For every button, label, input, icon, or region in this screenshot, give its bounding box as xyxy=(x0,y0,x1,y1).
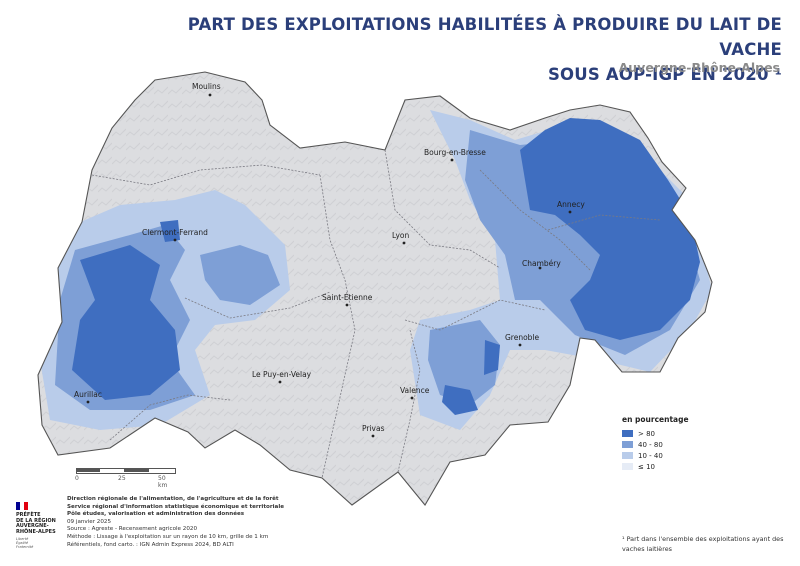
city-saint-etienne: Saint-Étienne xyxy=(322,293,373,307)
scale-bar-segment xyxy=(124,468,149,472)
legend-swatch xyxy=(622,441,633,448)
city-label-privas: Privas xyxy=(362,424,385,433)
scale-label-50: 50 km xyxy=(158,475,168,489)
title-line-2: SOUS AOP-IGP EN 2020 ¹ xyxy=(547,65,782,84)
zone-dark-puy xyxy=(160,220,180,242)
credits-source: Source : Agreste - Recensement agricole … xyxy=(67,526,198,533)
legend-label: 40 - 80 xyxy=(638,440,663,449)
legend-item: 10 - 40 xyxy=(622,450,689,461)
legend-item: 40 - 80 xyxy=(622,439,689,450)
credits-refs: Référentiels, fond carto. : IGN Admin Ex… xyxy=(67,541,234,548)
city-label-le-puy: Le Puy-en-Velay xyxy=(252,370,312,379)
scale-label-0: 0 xyxy=(75,475,79,482)
zone-dark-vercors-south xyxy=(442,385,478,415)
credits-method: Méthode : Lissage à l'exploitation sur u… xyxy=(67,533,269,540)
city-label-chambery: Chambéry xyxy=(522,259,561,268)
credits-date: 09 janvier 2025 xyxy=(67,518,112,525)
legend-swatch xyxy=(622,430,633,437)
city-aurillac: Aurillac xyxy=(74,390,102,404)
department-borders xyxy=(91,149,661,479)
zone-dark-chartreuse xyxy=(484,340,500,375)
legend: en pourcentage > 80 40 - 80 10 - 40 ≤ 10 xyxy=(622,415,689,472)
city-label-valence: Valence xyxy=(400,386,430,395)
city-label-moulins: Moulins xyxy=(192,82,221,91)
legend-rows: > 80 40 - 80 10 - 40 ≤ 10 xyxy=(622,428,689,472)
map-subtitle: Auvergne-Rhône-Alpes xyxy=(618,60,780,75)
city-annecy: Annecy xyxy=(557,200,585,214)
legend-swatch xyxy=(622,463,633,470)
title-line-1: PART DES EXPLOITATIONS HABILITÉES À PROD… xyxy=(187,15,782,59)
city-privas: Privas xyxy=(362,424,385,438)
zone-medium-centre xyxy=(200,245,280,305)
zone-dark-cantal xyxy=(72,245,180,400)
zone-medium-vercors xyxy=(428,320,500,405)
city-label-clermont: Clermont-Ferrand xyxy=(142,228,208,237)
legend-swatch xyxy=(622,452,633,459)
city-valence: Valence xyxy=(400,386,430,400)
scale-label-25: 25 xyxy=(118,475,126,482)
prefecture-logo: PRÉFÈTE DE LA RÉGION AUVERGNE- RHÔNE-ALP… xyxy=(16,502,60,549)
credits-line-2: Service régional d'information statistiq… xyxy=(67,503,285,510)
city-label-saint-etienne: Saint-Étienne xyxy=(322,293,373,302)
city-label-bourg: Bourg-en-Bresse xyxy=(424,148,486,157)
city-lyon: Lyon xyxy=(392,231,410,245)
city-clermont: Clermont-Ferrand xyxy=(142,228,208,242)
city-grenoble: Grenoble xyxy=(505,333,540,347)
legend-label: ≤ 10 xyxy=(638,462,655,471)
footnote: ¹ Part dans l'ensemble des exploitations… xyxy=(622,535,784,553)
city-chambery: Chambéry xyxy=(522,259,561,270)
credits: Direction régionale de l'alimentation, d… xyxy=(67,496,367,549)
credits-line-3: Pôle études, valorisation et administrat… xyxy=(67,511,245,518)
credits-line-1: Direction régionale de l'alimentation, d… xyxy=(67,496,279,502)
city-label-aurillac: Aurillac xyxy=(74,390,102,399)
legend-item: ≤ 10 xyxy=(622,461,689,472)
city-label-lyon: Lyon xyxy=(392,231,410,240)
legend-label: 10 - 40 xyxy=(638,451,663,460)
scale-bar: 0 25 50 km xyxy=(75,468,176,489)
legend-label: > 80 xyxy=(638,429,655,438)
city-le-puy: Le Puy-en-Velay xyxy=(252,370,312,384)
legend-item: > 80 xyxy=(622,428,689,439)
scale-bar-segment xyxy=(76,468,100,472)
cities: Moulins Bourg-en-Bresse Clermont-Ferrand… xyxy=(74,82,585,438)
logo-motto: Liberté Égalité Fraternité xyxy=(16,537,34,550)
legend-title: en pourcentage xyxy=(622,415,689,424)
logo-text: PRÉFÈTE DE LA RÉGION AUVERGNE- RHÔNE-ALP… xyxy=(16,512,56,535)
city-moulins: Moulins xyxy=(192,82,221,97)
french-flag-icon xyxy=(16,502,28,510)
city-label-annecy: Annecy xyxy=(557,200,585,209)
city-label-grenoble: Grenoble xyxy=(505,333,540,342)
map-title: PART DES EXPLOITATIONS HABILITÉES À PROD… xyxy=(142,12,782,87)
city-bourg: Bourg-en-Bresse xyxy=(424,148,486,162)
zone-dark-savoie xyxy=(520,118,700,340)
density-layer xyxy=(40,110,712,430)
